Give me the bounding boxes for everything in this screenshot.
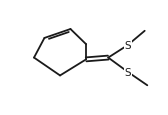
Text: S: S bbox=[124, 67, 131, 77]
Text: S: S bbox=[124, 41, 131, 51]
